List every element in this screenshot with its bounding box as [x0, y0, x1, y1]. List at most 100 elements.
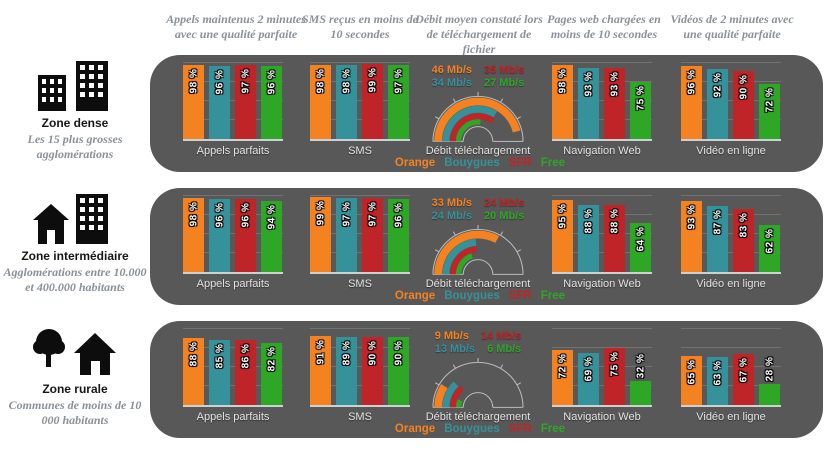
chart-axis-label: Débit téléchargement: [425, 145, 531, 157]
bar-free: 64 %: [630, 223, 651, 272]
bar-value-label: 96 %: [393, 202, 404, 228]
chart-rural-debit: 9 Mb/s 14 Mb/s 13 Mb/s 6 Mb/s Débit téléchar…: [418, 329, 538, 435]
chart-axis-label: Débit téléchargement: [425, 411, 531, 423]
gauge-arc-bouygues: [442, 381, 459, 408]
gridline: [681, 62, 781, 63]
chart-axis-label: SMS: [348, 278, 372, 290]
legend-bouygues: Bouygues: [444, 290, 500, 302]
gauge-values-line: 33 Mb/s 24 Mb/s: [432, 197, 525, 210]
house-building-icon: [0, 192, 150, 244]
chart-rural-sms: 91 % 89 % 90 % 90 % SMS: [300, 328, 420, 435]
bar-orange: 96 %: [681, 66, 702, 139]
gauge-arc-bouygues: [442, 238, 477, 275]
bar-plot: 96 % 92 % 90 % 72 %: [681, 62, 781, 141]
bar-value-label: 62 %: [764, 228, 775, 254]
gridline: [552, 233, 652, 234]
bar-free: 62 %: [759, 224, 780, 272]
speed-bouygues: 34 Mb/s: [431, 77, 472, 89]
bar-free: 96 %: [388, 199, 409, 272]
gridline: [681, 328, 781, 329]
legend-orange: Orange: [394, 157, 436, 169]
bar-sfr: 67 %: [733, 354, 754, 405]
bar-value-label: 94 %: [266, 204, 277, 229]
chart-inter-video: 93 % 87 % 83 % 62 % Vidéo en ligne: [671, 195, 791, 302]
chart-axis-label: Appels parfaits: [196, 145, 270, 157]
bar-orange: 65 %: [681, 355, 702, 405]
bar-value-label: 88 %: [188, 341, 199, 367]
bar-value-label: 98 %: [188, 201, 199, 226]
bar-free: 90 %: [388, 336, 409, 405]
chart-rural-web: 72 % 69 % 75 % 32 % Navigation Web: [542, 328, 662, 435]
buildings-icon: [0, 59, 150, 111]
bar-value-label: 87 %: [712, 209, 723, 235]
gridline: [552, 195, 652, 196]
gridline: [681, 252, 781, 253]
gridline: [552, 62, 652, 63]
bar-free: 94 %: [261, 200, 282, 272]
gridline: [310, 195, 410, 196]
gauge-values-line: 13 Mb/s 6 Mb/s: [435, 343, 522, 356]
chart-axis-label: Vidéo en ligne: [696, 411, 766, 423]
chart-dense-video: 96 % 92 % 90 % 72 % Vidéo en ligne: [671, 62, 791, 169]
bar-value-label: 85 %: [214, 344, 225, 369]
bar-bouygues: 96 %: [209, 66, 230, 139]
bar-free: 82 %: [261, 342, 282, 405]
bar-bouygues: 93 %: [578, 68, 599, 139]
bar-value-label: 96 %: [686, 69, 697, 95]
bar-value-label: 88 %: [609, 208, 620, 234]
speed-orange: 46 Mb/s: [431, 64, 472, 76]
gridline: [310, 366, 410, 367]
bar-sfr: 96 %: [235, 199, 256, 272]
bar-value-label: 96 %: [214, 69, 225, 95]
tree-house-icon: [0, 325, 150, 377]
gridline: [552, 328, 652, 329]
bar-free: 28 %: [759, 356, 780, 405]
gridline: [681, 366, 781, 367]
gridline: [183, 328, 283, 329]
bar-orange: 98 %: [310, 64, 331, 139]
bar-value-label: 83 %: [738, 212, 749, 238]
chart-dense-debit: 46 Mb/s 35 Mb/s 34 Mb/s 27 Mb/s Débit téléch…: [418, 63, 538, 169]
chart-dense-sms: 98 % 98 % 99 % 97 % SMS: [300, 62, 420, 169]
gridline: [552, 100, 652, 101]
gridline: [310, 233, 410, 234]
chart-axis-label: Navigation Web: [563, 411, 641, 423]
chart-inter-appels: 98 % 96 % 96 % 94 % Appels parfaits: [173, 195, 293, 302]
chart-axis-label: Navigation Web: [563, 278, 641, 290]
bar-free: 72 %: [759, 84, 780, 139]
bar-value-label: 88 %: [583, 208, 594, 234]
chart-axis-label: Appels parfaits: [196, 411, 270, 423]
legend-orange: Orange: [394, 290, 436, 302]
zone-intermediaire-row: Zone intermédiaire Agglomérations entre …: [0, 188, 833, 305]
bar-plot: 98 % 98 % 99 % 97 %: [310, 62, 410, 141]
gridline: [681, 385, 781, 386]
bar-value-label: 92 %: [712, 72, 723, 98]
bar-value-label: 67 %: [738, 357, 749, 383]
bar-sfr: 75 %: [604, 348, 625, 405]
bar-plot: 98 % 96 % 97 % 96 %: [183, 62, 283, 141]
bar-sfr: 90 %: [362, 336, 383, 405]
bar-sfr: 86 %: [235, 339, 256, 405]
bar-value-label: 97 %: [367, 201, 378, 227]
metric-header-appels: Appels maintenus 2 minutes avec une qual…: [166, 12, 306, 41]
zone-subtitle: Agglomérations entre 10.000 et 400.000 h…: [3, 265, 147, 294]
zone-dense-panel: 98 % 96 % 97 % 96 % Appels parfaits 98 % 98 %…: [150, 55, 823, 172]
operator-legend: Orange Bouygues SFR Free: [390, 157, 570, 169]
bar-orange: 98 %: [552, 64, 573, 139]
zone-rurale-row: Zone rurale Communes de moins de 10 000 …: [0, 321, 833, 438]
bar-bouygues: 69 %: [578, 352, 599, 405]
gauge-arc-orange: [434, 383, 448, 408]
gridline: [552, 347, 652, 348]
gauge-svg: [432, 358, 524, 408]
chart-axis-label: Vidéo en ligne: [696, 278, 766, 290]
bar-sfr: 88 %: [604, 205, 625, 272]
chart-rural-appels: 88 % 85 % 86 % 82 % Appels parfaits: [173, 328, 293, 435]
zone-title: Zone rurale: [42, 382, 108, 396]
speed-free: 20 Mb/s: [484, 210, 525, 222]
bar-bouygues: 92 %: [707, 69, 728, 139]
gridline: [681, 233, 781, 234]
bar-bouygues: 97 %: [336, 198, 357, 272]
gridline: [681, 81, 781, 82]
gridline: [681, 100, 781, 101]
